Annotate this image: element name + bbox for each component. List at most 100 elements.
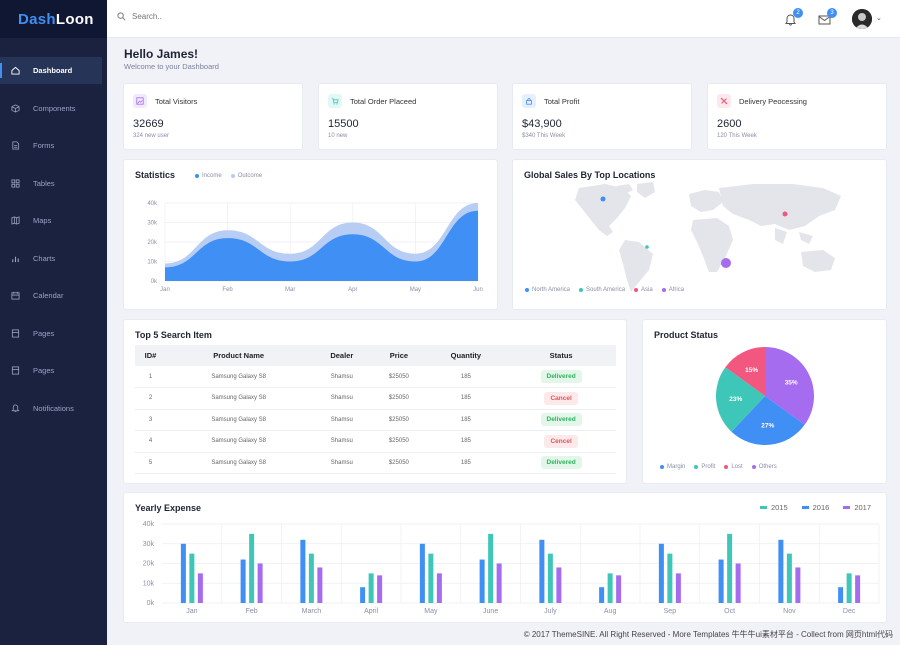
bar-2017-aug[interactable] — [616, 575, 622, 603]
column-header[interactable]: Quantity — [425, 345, 507, 366]
stat-card-total-order-placeed[interactable]: Total Order Placeed 15500 10 new — [318, 83, 498, 150]
bar-2017-feb[interactable] — [257, 563, 263, 604]
sidebar-item-maps[interactable]: Maps — [0, 207, 107, 234]
legend-item[interactable]: North America — [525, 287, 570, 293]
bar-2016-july[interactable] — [539, 539, 545, 603]
legend-item[interactable]: Others — [751, 464, 777, 470]
x-tick-label: Jun — [473, 287, 483, 293]
area-series-income[interactable] — [165, 210, 478, 281]
sidebar-item-pages[interactable]: Pages — [0, 357, 107, 384]
pie-slice-label: 35% — [785, 380, 798, 387]
messages-count-badge: 3 — [827, 8, 837, 18]
table-cell-dealer: Shamsu — [311, 366, 373, 388]
africa-marker[interactable] — [721, 258, 731, 268]
bar-2015-may[interactable] — [428, 553, 434, 603]
legend-item[interactable]: 2017 — [843, 503, 871, 512]
bar-2017-march[interactable] — [317, 567, 323, 603]
bar-2015-dec[interactable] — [846, 573, 852, 603]
pie-slice-profit[interactable] — [716, 367, 765, 432]
sidebar-item-components[interactable]: Components — [0, 95, 107, 122]
bar-2017-april[interactable] — [377, 575, 383, 603]
table-row[interactable]: 1 Samsung Galaxy S8 Shamsu $25050 185 Deliver… — [135, 366, 616, 388]
table-row[interactable]: 2 Samsung Galaxy S8 Shamsu $25050 185 Cancel — [135, 387, 616, 410]
legend-item[interactable]: Asia — [634, 287, 653, 293]
table-cell-price: $25050 — [372, 409, 426, 431]
table-row[interactable]: 3 Samsung Galaxy S8 Shamsu $25050 185 Deliver… — [135, 409, 616, 431]
bar-2016-nov[interactable] — [778, 539, 784, 603]
notification-bell-button[interactable]: 2 — [784, 8, 803, 26]
bar-2017-june[interactable] — [496, 563, 502, 604]
legend-swatch — [759, 506, 767, 509]
legend-item[interactable]: 2016 — [801, 503, 829, 512]
legend-item[interactable]: Income — [195, 173, 222, 179]
bar-2016-may[interactable] — [419, 543, 425, 603]
bar-2017-dec[interactable] — [855, 575, 861, 603]
bar-2016-feb[interactable] — [240, 559, 246, 603]
sidebar-item-notifications[interactable]: Notifications — [0, 395, 107, 422]
bar-2016-dec[interactable] — [838, 587, 844, 603]
column-header[interactable]: Dealer — [311, 345, 373, 366]
bar-2015-july[interactable] — [547, 553, 553, 603]
legend-item[interactable]: Margin — [660, 464, 685, 470]
user-avatar[interactable] — [852, 9, 872, 29]
column-header[interactable]: Product Name — [166, 345, 312, 366]
pie-slice-margin[interactable] — [731, 396, 805, 445]
bar-2015-jan[interactable] — [189, 553, 195, 603]
bar-2016-sep[interactable] — [658, 543, 664, 603]
sidebar-item-pages[interactable]: Pages — [0, 320, 107, 347]
legend-label: Others — [758, 464, 777, 470]
bar-2015-oct[interactable] — [727, 533, 733, 603]
table-row[interactable]: 5 Samsung Galaxy S8 Shamsu $25050 185 Deliver… — [135, 452, 616, 474]
bar-2015-aug[interactable] — [607, 573, 613, 603]
bar-2017-july[interactable] — [556, 567, 562, 603]
legend-item[interactable]: Outcome — [230, 173, 262, 179]
column-header[interactable]: Price — [372, 345, 426, 366]
bar-2017-jan[interactable] — [197, 573, 203, 603]
bar-2016-april[interactable] — [360, 587, 366, 603]
sidebar-item-charts[interactable]: Charts — [0, 245, 107, 272]
bar-2015-march[interactable] — [308, 553, 314, 603]
calendar-icon — [11, 291, 20, 300]
legend-item[interactable]: South America — [579, 287, 625, 293]
stat-card-total-profit[interactable]: Total Profit $43,900 $340 This Week — [512, 83, 692, 150]
bar-2017-oct[interactable] — [735, 563, 741, 604]
bar-2016-aug[interactable] — [599, 587, 605, 603]
column-header[interactable]: ID# — [135, 345, 166, 366]
stat-card-total-visitors[interactable]: Total Visitors 32669 324 new user — [123, 83, 303, 150]
chevron-down-icon[interactable]: ⌄ — [876, 15, 882, 22]
bar-2017-sep[interactable] — [675, 573, 681, 603]
pie-slice-lost[interactable] — [725, 347, 765, 396]
bar-2016-oct[interactable] — [718, 559, 724, 603]
y-tick-label: 0k — [151, 279, 158, 285]
table-cell-product: Samsung Galaxy S8 — [166, 452, 312, 474]
bar-2015-feb[interactable] — [249, 533, 255, 603]
search-input[interactable] — [132, 12, 272, 21]
legend-item[interactable]: 2015 — [759, 503, 788, 512]
bar-2015-sep[interactable] — [667, 553, 673, 603]
bar-2017-may[interactable] — [436, 573, 442, 603]
sidebar-item-calendar[interactable]: Calendar — [0, 282, 107, 309]
south-america-marker[interactable] — [645, 245, 649, 249]
sidebar-item-dashboard[interactable]: Dashboard — [0, 57, 102, 84]
north-america-marker[interactable] — [600, 196, 606, 202]
bar-2016-jan[interactable] — [180, 543, 186, 603]
legend-item[interactable]: Lost — [724, 464, 743, 470]
messages-button[interactable]: 3 — [818, 8, 837, 25]
sidebar-item-tables[interactable]: Tables — [0, 170, 107, 197]
bar-2016-march[interactable] — [300, 539, 306, 603]
table-row[interactable]: 4 Samsung Galaxy S8 Shamsu $25050 185 Cencel — [135, 430, 616, 453]
brand-logo[interactable]: Dash Loon — [0, 0, 107, 38]
legend-item[interactable]: Africa — [661, 287, 684, 293]
stat-card-delivery-peocessing[interactable]: Delivery Peocessing 2600 120 This Week — [707, 83, 887, 150]
bar-2017-nov[interactable] — [795, 567, 801, 603]
table-cell-dealer: Shamsu — [311, 409, 373, 431]
legend-item[interactable]: Profit — [694, 464, 715, 470]
bar-2015-april[interactable] — [368, 573, 374, 603]
bar-2016-june[interactable] — [479, 559, 485, 603]
asia-marker[interactable] — [782, 211, 788, 217]
sidebar-item-forms[interactable]: Forms — [0, 132, 107, 159]
bar-2015-nov[interactable] — [786, 553, 792, 603]
pie-slice-others[interactable] — [765, 347, 814, 425]
bar-2015-june[interactable] — [488, 533, 494, 603]
column-header[interactable]: Status — [506, 345, 616, 366]
